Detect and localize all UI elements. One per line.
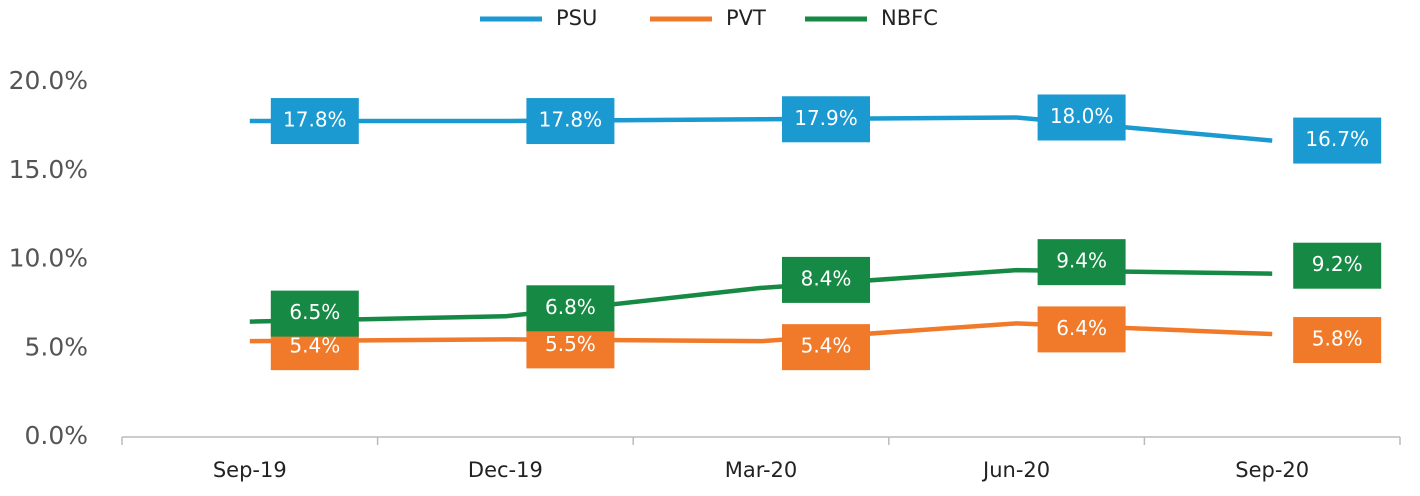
value-label: 5.5% — [545, 332, 596, 356]
value-label: 8.4% — [801, 266, 852, 290]
legend-label: NBFC — [881, 6, 938, 30]
x-tick-label: Sep-19 — [213, 458, 287, 482]
value-label-box — [270, 98, 359, 145]
y-tick-label: 15.0% — [9, 155, 88, 184]
y-tick-label: 0.0% — [24, 421, 88, 450]
value-label: 5.8% — [1312, 327, 1363, 351]
value-label-box — [1037, 306, 1126, 353]
x-tick-label: Sep-20 — [1235, 458, 1309, 482]
value-label-box — [782, 96, 870, 143]
value-label: 9.4% — [1056, 249, 1107, 273]
y-tick-label: 10.0% — [9, 244, 88, 273]
value-label: 17.9% — [794, 106, 858, 130]
y-tick-label: 20.0% — [9, 66, 88, 95]
value-label: 6.8% — [545, 295, 596, 319]
value-label: 6.5% — [289, 300, 340, 324]
x-tick-label: Mar-20 — [725, 458, 798, 482]
value-label-box — [526, 98, 615, 145]
value-label-box — [1037, 94, 1126, 141]
value-label-box — [782, 256, 870, 303]
legend-label: PVT — [726, 6, 766, 30]
value-label: 5.4% — [289, 334, 340, 358]
value-label: 5.4% — [801, 334, 852, 358]
value-label-box — [1293, 117, 1382, 164]
value-label: 17.8% — [283, 108, 347, 132]
value-label-box — [526, 285, 615, 332]
value-label: 18.0% — [1050, 104, 1114, 128]
value-label: 6.4% — [1056, 316, 1107, 340]
value-label-box — [782, 324, 870, 371]
value-label-box — [270, 290, 359, 337]
x-tick-label: Dec-19 — [468, 458, 543, 482]
value-label: 17.8% — [539, 108, 603, 132]
value-label: 9.2% — [1312, 252, 1363, 276]
value-label-box — [1293, 317, 1382, 364]
legend-label: PSU — [556, 6, 597, 30]
y-tick-label: 5.0% — [24, 332, 88, 361]
x-tick-label: Jun-20 — [981, 458, 1050, 482]
value-label-box — [1037, 239, 1126, 286]
value-label-box — [1293, 242, 1382, 289]
value-label: 16.7% — [1305, 127, 1369, 151]
